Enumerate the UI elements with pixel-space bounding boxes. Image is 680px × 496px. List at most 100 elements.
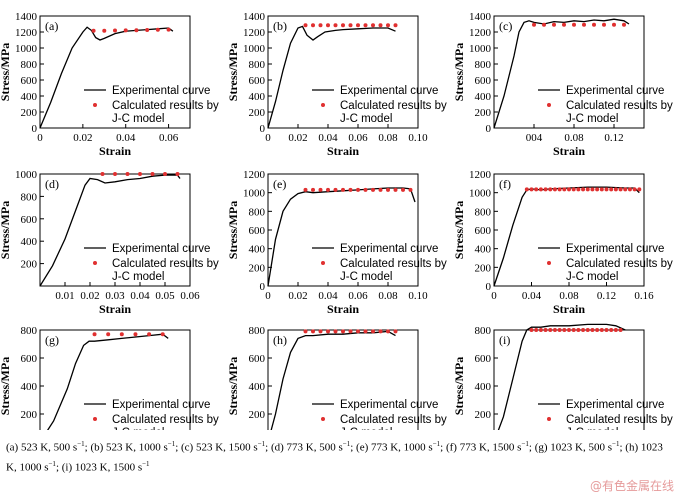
jc-model-point — [562, 187, 567, 192]
jc-model-point — [341, 187, 345, 192]
jc-model-point — [303, 187, 308, 192]
legend-experimental-label: Experimental curve — [340, 243, 438, 255]
jc-model-point — [113, 172, 117, 176]
y-tick-label: 400 — [249, 381, 266, 393]
jc-model-point — [341, 23, 345, 28]
y-tick-label: 0 — [260, 123, 266, 135]
caption-superscript: −1 — [612, 440, 620, 448]
jc-model-point — [557, 187, 562, 192]
jc-model-point — [371, 329, 375, 334]
jc-model-point — [163, 172, 167, 176]
x-tick-label: 0.06 — [180, 290, 200, 302]
jc-model-point — [613, 187, 618, 192]
jc-model-point — [590, 328, 595, 332]
x-axis-label: Strain — [553, 302, 585, 316]
y-tick-label: 800 — [475, 325, 492, 337]
y-tick-label: 600 — [21, 214, 38, 226]
jc-model-point — [326, 329, 330, 334]
x-tick-label: 004 — [526, 132, 543, 144]
legend-calculated-label: Calculated results by — [566, 258, 673, 270]
y-tick-label: 400 — [249, 91, 266, 103]
watermark: @有色金属在线 — [589, 479, 674, 493]
jc-model-point — [386, 329, 390, 334]
experimental-curve — [39, 174, 181, 287]
legend-experimental-label: Experimental curve — [566, 399, 664, 411]
jc-model-point — [613, 328, 618, 332]
legend-experimental-label: Experimental curve — [340, 85, 438, 97]
legend-experimental-label: Experimental curve — [112, 399, 210, 411]
legend-calculated-label: Calculated results by — [112, 258, 219, 270]
jc-model-point — [602, 22, 606, 27]
y-tick-label: 0 — [32, 123, 38, 135]
legend-experimental-label: Experimental curve — [112, 243, 210, 255]
jc-model-point — [303, 329, 308, 334]
legend-calculated-label-line2: J-C model — [566, 271, 618, 283]
jc-model-point — [622, 22, 626, 27]
jc-model-point — [348, 23, 353, 28]
y-tick-label: 1400 — [469, 11, 492, 23]
y-tick-label: 1000 — [469, 188, 492, 200]
figure-grid: 0 200 400 600 800 1000 1200 1400 0 0.02 0.04 0.06 St… — [0, 11, 673, 430]
jc-model-point — [125, 172, 130, 176]
x-tick-label: 0.02 — [80, 290, 99, 302]
jc-model-point — [567, 187, 571, 192]
caption-superscript: −1 — [257, 440, 266, 448]
jc-model-point — [552, 187, 557, 192]
y-tick-label: 1000 — [15, 43, 38, 55]
legend-calculated-label-line2: J-C model — [112, 113, 164, 125]
plot-frame — [39, 15, 191, 129]
chart-panel-a: 0 200 400 600 800 1000 1200 1400 0 0.02 0.04 0.06 St… — [0, 11, 219, 158]
caption-text: ; (f) 773 K, 1500 s — [440, 441, 522, 454]
jc-model-point — [576, 187, 581, 192]
legend-calculated-label-line2: J-C model — [566, 113, 618, 125]
x-tick-label: 0.04 — [116, 132, 136, 144]
jc-model-point — [303, 23, 308, 28]
y-tick-label: 600 — [475, 75, 492, 87]
caption-text: ; (d) 773 K, 500 s — [265, 441, 343, 454]
x-tick-label: 0.12 — [604, 132, 623, 144]
caption-superscript: −1 — [77, 440, 85, 448]
y-tick-label: 800 — [21, 59, 38, 71]
jc-model-point — [567, 328, 571, 332]
x-tick-label: 0.02 — [288, 290, 307, 302]
jc-model-point — [119, 332, 124, 337]
jc-model-point — [150, 172, 155, 176]
jc-model-point — [393, 329, 398, 334]
jc-model-point — [408, 187, 413, 192]
caption-superscript: −1 — [48, 459, 56, 468]
y-tick-label: 1000 — [15, 169, 38, 181]
panel-label: (f) — [499, 177, 511, 191]
jc-model-point — [166, 27, 171, 32]
jc-model-point — [534, 187, 539, 192]
x-tick-label: 0.04 — [522, 290, 542, 302]
x-axis-label: Strain — [553, 144, 585, 158]
y-tick-label: 800 — [249, 206, 266, 218]
y-tick-label: 800 — [475, 206, 492, 218]
jc-model-point — [534, 328, 539, 332]
jc-model-point — [341, 329, 345, 334]
y-tick-label: 200 — [475, 107, 492, 119]
y-axis-label: Stress/MPa — [226, 201, 240, 259]
y-tick-label: 400 — [475, 244, 492, 256]
x-tick-label: 0 — [265, 132, 271, 144]
jc-model-point — [326, 23, 330, 28]
x-tick-label: 0.04 — [318, 132, 338, 144]
x-axis-label: Strain — [327, 144, 359, 158]
y-axis-label: Stress/MPa — [452, 357, 466, 415]
jc-model-point — [378, 329, 383, 334]
plot-frame — [493, 15, 645, 129]
caption-text: ; (c) 523 K, 1500 s — [175, 441, 258, 454]
panel-label: (b) — [273, 19, 287, 33]
x-tick-label: 0 — [265, 290, 271, 302]
legend-calculated-label: Calculated results by — [112, 100, 219, 112]
jc-model-point — [363, 23, 368, 28]
x-tick-label: 0.16 — [634, 290, 654, 302]
jc-model-point — [590, 187, 595, 192]
y-tick-label: 1200 — [243, 169, 266, 181]
y-axis-label: Stress/MPa — [226, 357, 240, 415]
x-tick-label: 0.08 — [378, 132, 398, 144]
y-tick-label: 1400 — [243, 11, 266, 23]
y-tick-label: 0 — [260, 281, 266, 293]
x-tick-label: 0.12 — [597, 290, 616, 302]
y-tick-label: 400 — [21, 91, 38, 103]
